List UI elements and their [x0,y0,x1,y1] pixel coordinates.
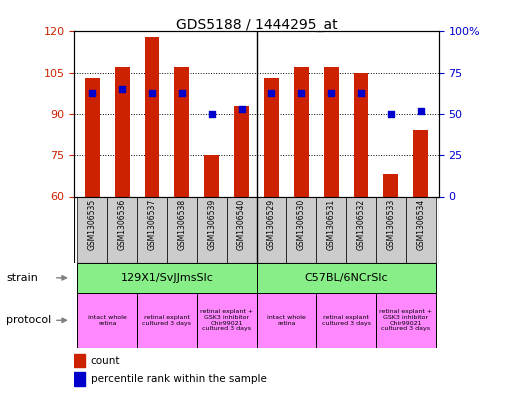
Point [357,89,365,95]
Bar [137,293,197,348]
Bar [145,37,160,197]
Text: retinal explant
cultured 3 days: retinal explant cultured 3 days [322,315,370,326]
Bar [324,67,339,196]
Point [327,89,335,95]
Text: intact whole
retina: intact whole retina [267,315,306,326]
Text: GSM1306534: GSM1306534 [416,198,425,250]
Bar [376,196,406,263]
Bar [406,196,436,263]
Text: GSM1306529: GSM1306529 [267,198,276,250]
Bar [197,196,227,263]
Bar [74,372,85,386]
Text: retinal explant
cultured 3 days: retinal explant cultured 3 days [143,315,191,326]
Bar [316,293,376,348]
Bar [264,78,279,196]
Bar [85,78,100,196]
Text: 129X1/SvJJmsSlc: 129X1/SvJJmsSlc [121,273,213,283]
Text: protocol: protocol [6,315,51,325]
Text: GSM1306530: GSM1306530 [297,198,306,250]
Bar [115,67,130,196]
Text: GSM1306539: GSM1306539 [207,198,216,250]
Text: GSM1306533: GSM1306533 [386,198,396,250]
Text: GDS5188 / 1444295_at: GDS5188 / 1444295_at [175,18,338,32]
Bar [346,196,376,263]
Bar [256,196,286,263]
Bar [286,196,316,263]
Text: retinal explant +
GSK3 inhibitor
Chir99021
cultured 3 days: retinal explant + GSK3 inhibitor Chir990… [379,309,432,331]
Bar [174,67,189,196]
Point [148,89,156,95]
Bar [256,263,436,293]
Text: GSM1306537: GSM1306537 [148,198,156,250]
Bar [137,196,167,263]
Text: GSM1306535: GSM1306535 [88,198,97,250]
Text: C57BL/6NCrSlc: C57BL/6NCrSlc [304,273,388,283]
Bar [353,73,368,196]
Bar [316,196,346,263]
Bar [376,293,436,348]
Text: strain: strain [6,273,38,283]
Bar [107,196,137,263]
Point [118,86,126,92]
Bar [204,155,219,196]
Point [297,89,305,95]
Text: GSM1306532: GSM1306532 [357,198,365,250]
Bar [77,196,107,263]
Point [208,111,216,117]
Point [387,111,395,117]
Text: percentile rank within the sample: percentile rank within the sample [91,374,267,384]
Text: GSM1306538: GSM1306538 [177,198,186,250]
Text: retinal explant +
GSK3 inhibitor
Chir99021
cultured 3 days: retinal explant + GSK3 inhibitor Chir990… [200,309,253,331]
Bar [197,293,256,348]
Bar [234,106,249,196]
Point [267,89,275,95]
Text: count: count [91,356,120,366]
Point [88,89,96,95]
Bar [167,196,197,263]
Text: intact whole
retina: intact whole retina [88,315,127,326]
Bar [227,196,256,263]
Text: GSM1306540: GSM1306540 [237,198,246,250]
Bar [77,293,137,348]
Text: GSM1306536: GSM1306536 [117,198,127,250]
Bar [294,67,309,196]
Point [238,106,246,112]
Bar [383,174,398,196]
Point [417,108,425,114]
Bar [256,293,316,348]
Text: GSM1306531: GSM1306531 [327,198,336,250]
Bar [77,263,256,293]
Bar [74,354,85,367]
Bar [413,130,428,196]
Point [178,89,186,95]
